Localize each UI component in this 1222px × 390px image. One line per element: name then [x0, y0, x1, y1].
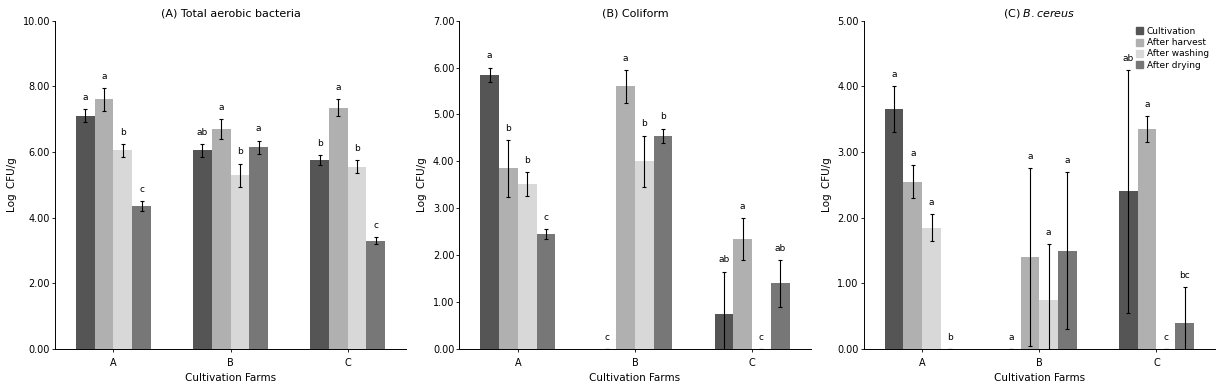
Bar — [654, 136, 672, 349]
Bar — [211, 129, 231, 349]
Bar — [715, 314, 733, 349]
Text: a: a — [910, 149, 915, 158]
Text: c: c — [605, 333, 610, 342]
Bar — [616, 86, 635, 349]
Text: a: a — [101, 72, 106, 81]
Bar — [132, 206, 150, 349]
Text: b: b — [506, 124, 511, 133]
Bar — [480, 74, 499, 349]
Text: ab: ab — [719, 255, 730, 264]
Text: a: a — [929, 198, 935, 207]
Title: (C) $\it{B.cereus}$: (C) $\it{B.cereus}$ — [1003, 7, 1075, 20]
Text: b: b — [120, 128, 126, 136]
Bar — [231, 175, 249, 349]
Text: b: b — [642, 119, 648, 128]
Y-axis label: Log CFU/g: Log CFU/g — [7, 158, 17, 212]
Text: c: c — [373, 221, 379, 230]
Bar — [923, 228, 941, 349]
Bar — [329, 108, 348, 349]
Title: (B) Coliform: (B) Coliform — [601, 9, 668, 18]
Text: a: a — [336, 83, 341, 92]
Text: b: b — [660, 112, 666, 121]
Text: c: c — [759, 333, 764, 342]
Text: a: a — [488, 51, 492, 60]
Title: (A) Total aerobic bacteria: (A) Total aerobic bacteria — [160, 9, 301, 18]
Text: ab: ab — [197, 128, 208, 136]
Text: a: a — [741, 202, 745, 211]
Text: bc: bc — [1179, 271, 1190, 280]
X-axis label: Cultivation Farms: Cultivation Farms — [185, 373, 276, 383]
Bar — [1119, 191, 1138, 349]
Bar — [310, 160, 329, 349]
X-axis label: Cultivation Farms: Cultivation Farms — [589, 373, 681, 383]
Legend: Cultivation, After harvest, After washing, After drying: Cultivation, After harvest, After washin… — [1134, 25, 1211, 71]
Bar — [1138, 129, 1156, 349]
Bar — [94, 99, 114, 349]
Text: c: c — [1163, 333, 1168, 342]
Bar — [193, 151, 211, 349]
Bar — [1040, 300, 1058, 349]
Text: a: a — [1046, 228, 1051, 237]
Bar — [348, 167, 367, 349]
Text: a: a — [1028, 152, 1033, 161]
Y-axis label: Log CFU/g: Log CFU/g — [821, 158, 832, 212]
Text: b: b — [316, 139, 323, 148]
Bar — [518, 184, 536, 349]
Bar — [499, 168, 518, 349]
Text: c: c — [139, 185, 144, 194]
Bar — [536, 234, 555, 349]
X-axis label: Cultivation Farms: Cultivation Farms — [993, 373, 1085, 383]
Bar — [114, 151, 132, 349]
Text: a: a — [255, 124, 262, 133]
Bar — [249, 147, 268, 349]
Text: a: a — [219, 103, 224, 112]
Bar — [1020, 257, 1040, 349]
Bar — [771, 284, 789, 349]
Bar — [903, 182, 923, 349]
Text: a: a — [1144, 100, 1150, 109]
Text: b: b — [237, 147, 243, 156]
Text: a: a — [891, 70, 897, 79]
Text: b: b — [354, 144, 360, 153]
Y-axis label: Log CFU/g: Log CFU/g — [418, 158, 428, 212]
Bar — [76, 116, 94, 349]
Bar — [1058, 251, 1077, 349]
Text: a: a — [1064, 156, 1070, 165]
Bar — [885, 109, 903, 349]
Text: ab: ab — [1123, 54, 1134, 63]
Text: b: b — [947, 333, 953, 342]
Text: c: c — [544, 213, 549, 222]
Text: a: a — [623, 54, 628, 63]
Text: a: a — [1008, 333, 1014, 342]
Text: b: b — [524, 156, 530, 165]
Text: a: a — [83, 93, 88, 102]
Bar — [367, 241, 385, 349]
Bar — [733, 239, 752, 349]
Bar — [635, 161, 654, 349]
Text: ab: ab — [775, 244, 786, 253]
Bar — [1176, 323, 1194, 349]
